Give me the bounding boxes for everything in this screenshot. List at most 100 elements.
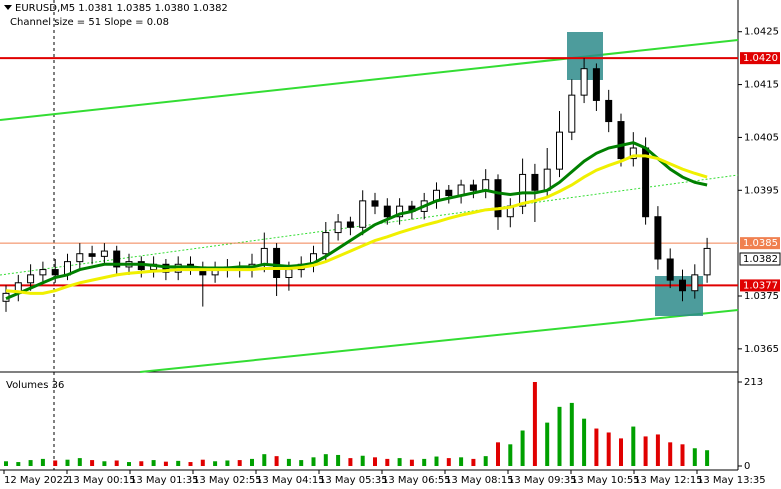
level-tag xyxy=(740,279,780,292)
volume-bar xyxy=(409,459,414,466)
volume-bar xyxy=(532,382,537,466)
volume-bar xyxy=(434,456,439,466)
volume-bar xyxy=(496,442,500,466)
candle-body xyxy=(334,221,342,234)
volume-bar xyxy=(373,457,377,466)
candle-body xyxy=(703,247,711,276)
volume-bar xyxy=(459,457,464,466)
y-tick-label: 1.0365 xyxy=(744,344,779,355)
volume-bar xyxy=(213,461,218,466)
candle-body xyxy=(445,189,453,197)
volume-bar xyxy=(225,460,230,466)
volume-bar xyxy=(65,459,70,466)
level-label: 1.0385 xyxy=(743,238,778,249)
volume-bar xyxy=(557,406,562,466)
volume-bar xyxy=(619,438,623,466)
y-tick-label: 1.0425 xyxy=(744,27,779,38)
candle-body xyxy=(654,216,662,260)
volume-bar xyxy=(151,460,156,466)
candle-body xyxy=(359,200,367,228)
level-tag xyxy=(740,237,780,250)
volume-bar xyxy=(323,454,328,466)
moving-average xyxy=(5,154,708,295)
current-price-tag xyxy=(739,252,781,266)
time-label: 13 May 02:55 xyxy=(193,475,262,486)
volume-bar xyxy=(176,460,181,466)
volume-bar xyxy=(262,454,267,466)
volume-bar xyxy=(40,458,45,466)
level-label: 1.0420 xyxy=(743,53,778,64)
y-tick-label: 1.0415 xyxy=(744,80,779,91)
candle-body xyxy=(322,232,330,255)
channel-info: Channel size = 51 Slope = 0.08 xyxy=(10,17,169,28)
time-label: 13 May 04:15 xyxy=(256,475,325,486)
candle-body xyxy=(346,221,354,228)
candle-body xyxy=(482,179,490,191)
candle-body xyxy=(556,131,563,170)
volume-bar xyxy=(705,450,710,466)
current-price-label: 1.0382 xyxy=(743,254,778,265)
volume-bar xyxy=(200,459,205,466)
volume-bar xyxy=(237,460,242,466)
volume-tick-label: 213 xyxy=(744,377,763,388)
time-label: 13 May 01:35 xyxy=(130,475,199,486)
volume-bar xyxy=(655,434,660,466)
candle-body xyxy=(580,68,588,96)
level-label: 1.0377 xyxy=(743,280,778,291)
volume-bar xyxy=(311,457,316,466)
candle-body xyxy=(629,147,637,160)
volume-bar xyxy=(397,458,402,466)
volume-bar xyxy=(471,458,476,466)
volume-bar xyxy=(483,456,488,466)
candle-body xyxy=(27,274,35,284)
volume-bar xyxy=(692,448,697,466)
channel-middle xyxy=(0,174,739,276)
candle-body xyxy=(592,68,600,101)
volume-bar xyxy=(582,418,587,466)
volume-bar xyxy=(643,436,648,466)
y-tick-label: 1.0375 xyxy=(744,291,779,302)
candle-body xyxy=(285,269,293,279)
candle-body xyxy=(76,253,84,263)
volume-bar xyxy=(508,444,513,466)
volume-bar xyxy=(569,402,574,466)
volume-bar xyxy=(139,461,144,466)
time-label: 13 May 05:35 xyxy=(319,475,388,486)
volume-bar xyxy=(16,462,21,466)
volume-bar xyxy=(77,458,82,466)
candle-body xyxy=(51,269,59,276)
time-label: 13 May 10:55 xyxy=(571,475,640,486)
menu-icon[interactable] xyxy=(4,5,12,10)
candle-body xyxy=(531,173,539,191)
volume-bar xyxy=(336,454,341,466)
candle-body xyxy=(691,274,699,292)
volume-bar xyxy=(385,458,390,466)
channel-lower xyxy=(139,309,739,373)
time-label: 12 May 2022 xyxy=(4,475,69,486)
candle-body xyxy=(371,200,379,207)
candle-body xyxy=(39,269,47,276)
candle-body xyxy=(679,279,686,292)
volume-bar xyxy=(680,444,685,466)
volume-bar xyxy=(28,460,33,466)
volume-bar xyxy=(631,426,636,466)
candle-body xyxy=(260,247,268,265)
volume-bar xyxy=(102,461,107,466)
volume-bar xyxy=(90,460,95,466)
volume-bar xyxy=(446,458,451,466)
volume-bar xyxy=(299,460,304,466)
volume-bar xyxy=(250,458,254,466)
volume-bar xyxy=(163,461,168,466)
candle-body xyxy=(273,247,281,279)
volume-title: Volumes 36 xyxy=(6,380,64,391)
candle-body xyxy=(383,205,391,218)
symbol-header: EURUSD,M5 1.0381 1.0385 1.0380 1.0382 xyxy=(15,3,228,14)
volume-bar xyxy=(668,442,673,466)
candle-body xyxy=(396,205,404,218)
volume-bar xyxy=(4,461,8,466)
time-label: 13 May 13:35 xyxy=(697,475,766,486)
y-tick-label: 1.0405 xyxy=(744,132,779,143)
volume-bar xyxy=(188,462,193,466)
